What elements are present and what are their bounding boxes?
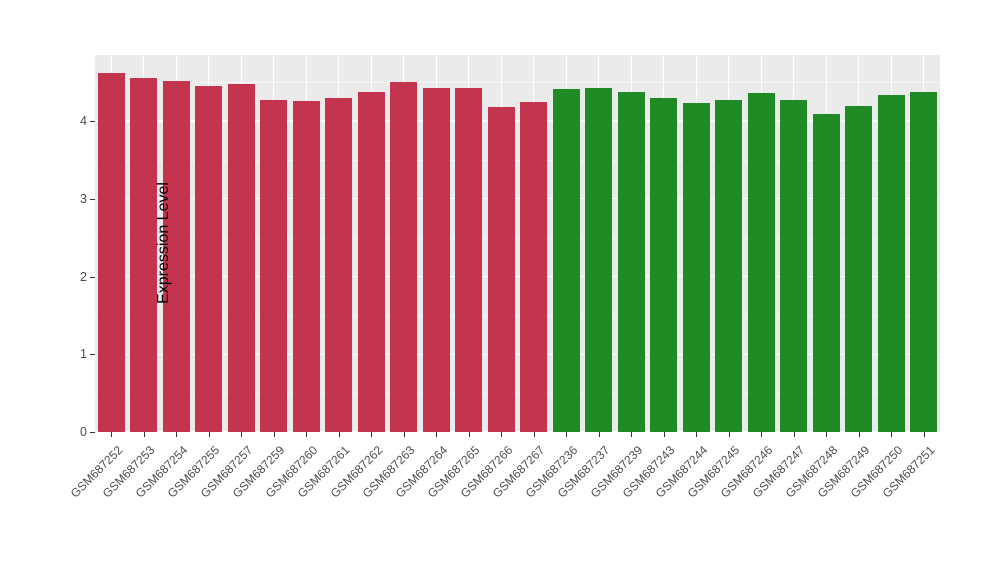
x-tick-mark <box>631 432 633 437</box>
gridline-major <box>95 275 940 278</box>
bar <box>682 103 710 432</box>
bar <box>292 100 320 432</box>
x-tick-mark <box>241 432 243 437</box>
x-tick-mark <box>891 432 893 437</box>
bar <box>455 87 483 432</box>
bar <box>227 83 255 432</box>
x-tick-mark <box>566 432 568 437</box>
x-tick-mark <box>793 432 795 437</box>
bar <box>390 82 418 432</box>
bar <box>812 114 840 432</box>
bar <box>162 80 190 432</box>
y-tick-label: 2 <box>80 269 87 284</box>
x-tick-mark <box>598 432 600 437</box>
y-tick-label: 4 <box>80 114 87 129</box>
bar <box>520 102 548 432</box>
bar <box>130 78 158 432</box>
x-tick-mark <box>826 432 828 437</box>
bar <box>617 91 645 432</box>
x-tick-mark <box>176 432 178 437</box>
y-tick-mark <box>90 276 95 278</box>
x-tick-mark <box>923 432 925 437</box>
y-tick-mark <box>90 432 95 433</box>
y-tick-mark <box>90 121 95 123</box>
x-tick-mark <box>468 432 470 437</box>
bar <box>422 88 450 432</box>
x-tick-mark <box>663 432 665 437</box>
bar <box>910 91 938 432</box>
bar <box>260 100 288 432</box>
x-tick-mark <box>436 432 438 437</box>
x-tick-mark <box>306 432 308 437</box>
bar <box>97 72 125 432</box>
y-tick-label: 1 <box>80 347 87 362</box>
bar <box>487 107 515 432</box>
gridline-minor <box>95 82 940 83</box>
gridline-major <box>95 431 940 432</box>
bar <box>650 97 678 432</box>
x-tick-mark <box>761 432 763 437</box>
x-tick-mark <box>403 432 405 437</box>
x-tick-mark <box>273 432 275 437</box>
gridline-minor <box>95 315 940 317</box>
x-tick-mark <box>728 432 730 437</box>
gridline-minor <box>95 237 940 239</box>
bar <box>780 100 808 432</box>
bar <box>357 91 385 432</box>
gridline-major <box>95 353 940 355</box>
x-tick-mark <box>208 432 210 437</box>
x-tick-mark <box>501 432 503 437</box>
gridline-major <box>95 120 940 122</box>
x-tick-mark <box>143 432 145 437</box>
gridline-minor <box>95 159 940 161</box>
bar <box>325 97 353 432</box>
y-axis-label: Expression Level <box>155 182 172 304</box>
x-tick-mark <box>533 432 535 437</box>
bar <box>845 106 873 432</box>
y-tick-label: 3 <box>80 191 87 206</box>
x-tick-mark <box>338 432 340 437</box>
bar <box>552 89 580 432</box>
bar <box>195 86 223 432</box>
bar <box>747 93 775 432</box>
y-tick-mark <box>90 354 95 356</box>
gridline-major <box>95 198 940 200</box>
x-tick-mark <box>696 432 698 437</box>
bar <box>585 87 613 432</box>
x-tick-mark <box>371 432 373 437</box>
gridline-minor <box>95 393 940 394</box>
bar <box>877 95 905 432</box>
y-tick-label: 0 <box>80 425 87 439</box>
bar <box>715 100 743 432</box>
plot-panel <box>95 55 940 432</box>
x-tick-mark <box>858 432 860 437</box>
y-tick-mark <box>90 198 95 200</box>
x-tick-mark <box>111 432 113 437</box>
